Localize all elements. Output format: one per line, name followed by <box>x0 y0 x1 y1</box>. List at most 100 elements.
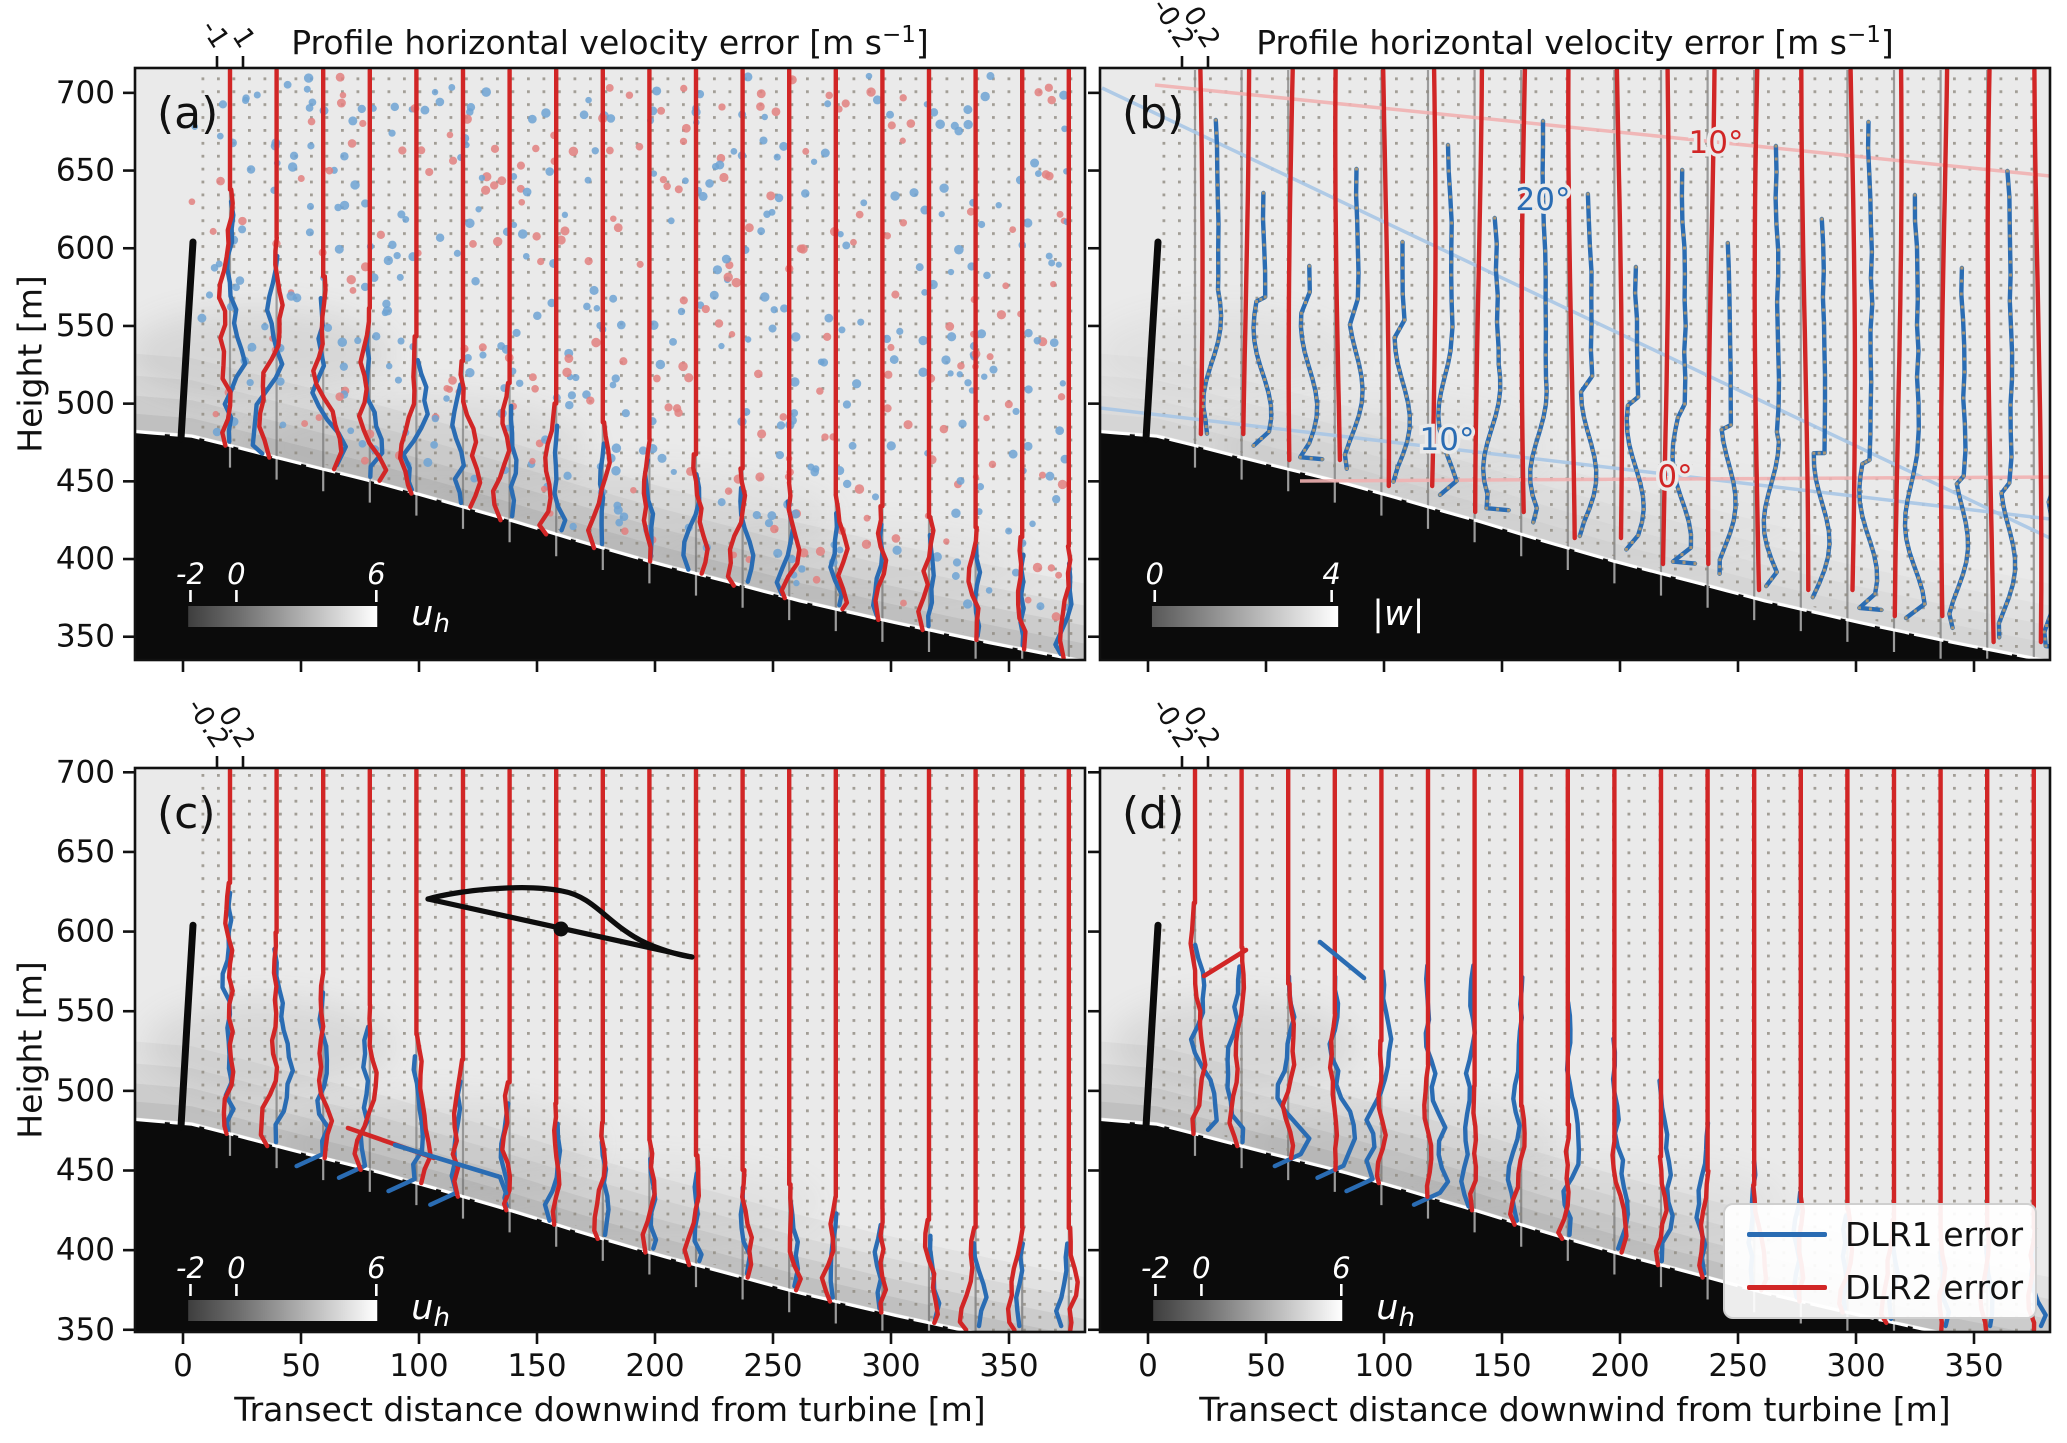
y-tick-label: 550 <box>56 993 115 1029</box>
x-tick-label: 100 <box>389 1348 448 1384</box>
panel-spine <box>133 66 1087 662</box>
panel-letter-d: (d) <box>1122 788 1185 839</box>
y-tick-label: 700 <box>56 75 115 111</box>
panel-b: 0 4|w|20°10°10°0°-0.20.2 <box>1088 0 2052 672</box>
y-tick-label: 350 <box>56 619 115 655</box>
near-ground-error-excursion <box>1201 947 1249 979</box>
panel-b-title: Profile horizontal velocity error [m s−1… <box>1256 22 1894 62</box>
y-tick-label: 700 <box>56 754 115 790</box>
colorbar-c: -2 0 6uh <box>176 1251 450 1332</box>
direction-contour-label: 10° <box>1420 422 1475 458</box>
y-tick-label: 550 <box>56 308 115 344</box>
x-axis-label-right: Transect distance downwind from turbine … <box>1199 1390 1951 1429</box>
x-tick-label: 350 <box>1944 1348 2003 1384</box>
error-scale-label: 1 <box>226 23 261 54</box>
direction-contour-label: 10° <box>1689 125 1744 161</box>
legend-item-dlr2: DLR2 error <box>1747 1268 2035 1307</box>
dlr2-error-profiles <box>1198 68 2044 645</box>
colorbar-gradient <box>1153 1300 1343 1321</box>
x-tick-label: 300 <box>1826 1348 1885 1384</box>
colorbar-tick-label: 0 <box>227 557 245 591</box>
colorbar-unit-label: |w| <box>1372 594 1424 634</box>
colorbar-b: 0 4 |w| <box>1146 557 1425 634</box>
x-tick-label: 50 <box>281 1348 320 1384</box>
panel-letter-b: (b) <box>1122 88 1185 139</box>
colorbar-unit-label: uh <box>411 594 450 639</box>
y-tick-label: 600 <box>56 230 115 266</box>
dlr2-error-profiles <box>216 68 1073 660</box>
turbine-marker <box>1142 238 1162 443</box>
x-tick-label: 350 <box>979 1348 1038 1384</box>
turbine-marker <box>177 921 197 1131</box>
near-ground-error-excursion <box>1317 939 1367 981</box>
airfoil-glyph <box>425 885 695 960</box>
colorbar-tick-label: -2 <box>1141 1251 1170 1285</box>
panel-letter-a: (a) <box>157 88 219 139</box>
legend: DLR1 error DLR2 error <box>1723 1203 2037 1319</box>
y-tick-label: 400 <box>56 1232 115 1268</box>
y-tick-label: 350 <box>56 1312 115 1348</box>
colorbar-tick-label: 6 <box>1332 1251 1350 1285</box>
colorbar-tick-label: 0 <box>1146 557 1164 591</box>
colorbar-tick-label: 4 <box>1322 557 1340 591</box>
x-tick-label: 200 <box>1590 1348 1649 1384</box>
dlr2-line-swatch <box>1747 1285 1827 1290</box>
x-tick-label: 150 <box>507 1348 566 1384</box>
airfoil-reference-dot <box>553 921 569 937</box>
y-tick-label: 500 <box>56 1073 115 1109</box>
terrain-silhouette <box>135 1119 1085 1332</box>
x-tick-label: 0 <box>1138 1348 1158 1384</box>
turbine-marker <box>177 238 197 443</box>
direction-contour-label: 20° <box>1516 182 1571 218</box>
axis-ticks <box>1088 56 1976 672</box>
axis-ticks <box>123 756 1011 1344</box>
y-tick-label: 400 <box>56 541 115 577</box>
axis-ticks <box>123 56 1011 672</box>
x-tick-label: 250 <box>1708 1348 1767 1384</box>
x-tick-label: 50 <box>1246 1348 1285 1384</box>
y-axis-label-bottom: Height [m] <box>10 961 50 1139</box>
colorbar-tick-label: 0 <box>227 1251 245 1285</box>
x-axis-label-left: Transect distance downwind from turbine … <box>234 1390 986 1429</box>
turbine-marker <box>1142 921 1162 1131</box>
panel-spine <box>1098 766 2052 1334</box>
surface-line <box>1100 1118 1943 1332</box>
surface-line <box>1100 430 2050 660</box>
y-tick-label: 450 <box>56 463 115 499</box>
panel-a-title: Profile horizontal velocity error [m s−1… <box>291 22 929 62</box>
colorbar-gradient <box>1151 606 1339 627</box>
colorbar-tick-label: -2 <box>176 1251 205 1285</box>
colorbar-tick-label: -2 <box>176 557 205 591</box>
y-tick-label: 600 <box>56 914 115 950</box>
x-tick-label: 150 <box>1472 1348 1531 1384</box>
panel-a: -2 0 6 uh -11 700 650 600 550 500 450 400 350 <box>56 14 1087 672</box>
dlr1-line-swatch <box>1747 1232 1827 1237</box>
colorbar-tick-label: 0 <box>1192 1251 1210 1285</box>
legend-label-dlr2: DLR2 error <box>1845 1268 2024 1307</box>
y-tick-label: 500 <box>56 386 115 422</box>
colorbar-a: -2 0 6 uh <box>176 557 450 639</box>
surface-line <box>135 1118 978 1332</box>
direction-contour-line <box>1101 86 2050 540</box>
surface-line <box>135 430 1085 660</box>
colorbar-d: -2 0 6uh <box>1141 1251 1415 1332</box>
panel-letter-c: (c) <box>157 788 216 839</box>
x-tick-label: 300 <box>861 1348 920 1384</box>
terrain-silhouette <box>1100 431 2050 660</box>
panel-spine <box>1098 66 2052 662</box>
y-tick-label: 650 <box>56 153 115 189</box>
terrain-silhouette <box>1100 1119 2050 1332</box>
near-ground-error-excursion <box>392 1142 509 1196</box>
x-tick-label: 250 <box>743 1348 802 1384</box>
y-tick-label: 650 <box>56 834 115 870</box>
colorbar-tick-label: 6 <box>367 1251 385 1285</box>
legend-item-dlr1: DLR1 error <box>1747 1215 2035 1254</box>
dlr2-error-profiles <box>221 768 1080 1332</box>
x-tick-label: 0 <box>173 1348 193 1384</box>
panel-spine <box>133 766 1087 1334</box>
colorbar-gradient <box>188 1300 378 1321</box>
colorbar-tick-label: 6 <box>367 557 385 591</box>
